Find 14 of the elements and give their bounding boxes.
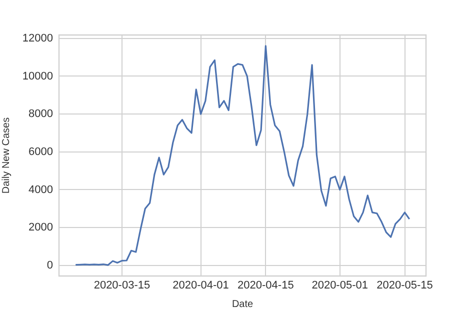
y-tick-label: 12000	[22, 32, 53, 44]
y-tick-label: 10000	[22, 70, 53, 82]
x-axis-title: Date	[232, 298, 254, 310]
x-tick-label: 2020-05-15	[376, 280, 433, 292]
y-axis-title: Daily New Cases	[0, 117, 12, 194]
y-tick-label: 4000	[28, 184, 53, 196]
x-tick-label: 2020-05-01	[312, 280, 368, 292]
y-tick-label: 6000	[28, 146, 53, 158]
y-tick-label: 0	[46, 259, 53, 272]
y-tick-label: 2000	[28, 222, 53, 234]
x-tick-label: 2020-04-15	[238, 280, 294, 292]
x-tick-label: 2020-04-01	[172, 280, 229, 292]
x-tick-label: 2020-03-15	[94, 280, 150, 292]
y-tick-label: 8000	[28, 108, 53, 120]
